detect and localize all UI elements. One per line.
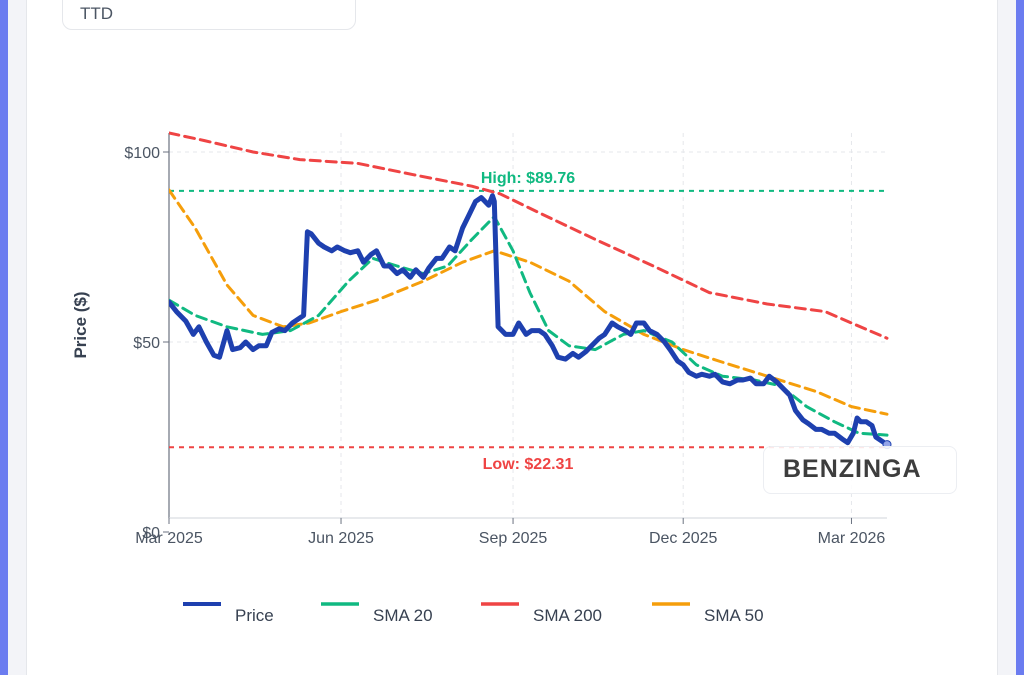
- ticker-label: TTD: [80, 4, 114, 23]
- reference-labels: High: $89.76 Low: $22.31: [481, 170, 575, 473]
- chart-card: [26, 0, 998, 675]
- x-tick-label: Mar 2026: [818, 530, 886, 547]
- x-tick-label: Jun 2025: [308, 530, 374, 547]
- x-tick-label: Mar 2025: [135, 530, 203, 547]
- benzinga-watermark: BENZINGA: [783, 455, 922, 483]
- chart-legend: Price SMA 20 SMA 200 SMA 50: [183, 602, 764, 625]
- y-tick-label: $50: [133, 335, 160, 352]
- legend-label-price: Price: [235, 606, 274, 625]
- watermark-box: [763, 446, 957, 494]
- series-line-sma20: [169, 215, 889, 437]
- low-label: Low: $22.31: [483, 456, 574, 473]
- series-line-price: [169, 193, 890, 448]
- y-tick-label: $100: [124, 145, 160, 162]
- chart-axes: $0 $50 $100 Mar 2025 Jun 2025 Sep 2025 Dec 202…: [71, 133, 887, 547]
- legend-label-sma200: SMA 200: [533, 606, 602, 625]
- x-tick-label: Sep 2025: [479, 530, 548, 547]
- reference-lines: [169, 189, 887, 449]
- legend-label-sma20: SMA 20: [373, 606, 433, 625]
- x-tick-label: Dec 2025: [649, 530, 718, 547]
- ticker-box: [62, 0, 356, 30]
- series-line-sma200: [169, 131, 889, 340]
- y-tick-label: $0: [142, 525, 160, 542]
- high-label: High: $89.76: [481, 170, 575, 187]
- y-axis-title: Price ($): [71, 291, 90, 358]
- legend-label-sma50: SMA 50: [704, 606, 764, 625]
- series-line-sma50: [169, 188, 889, 416]
